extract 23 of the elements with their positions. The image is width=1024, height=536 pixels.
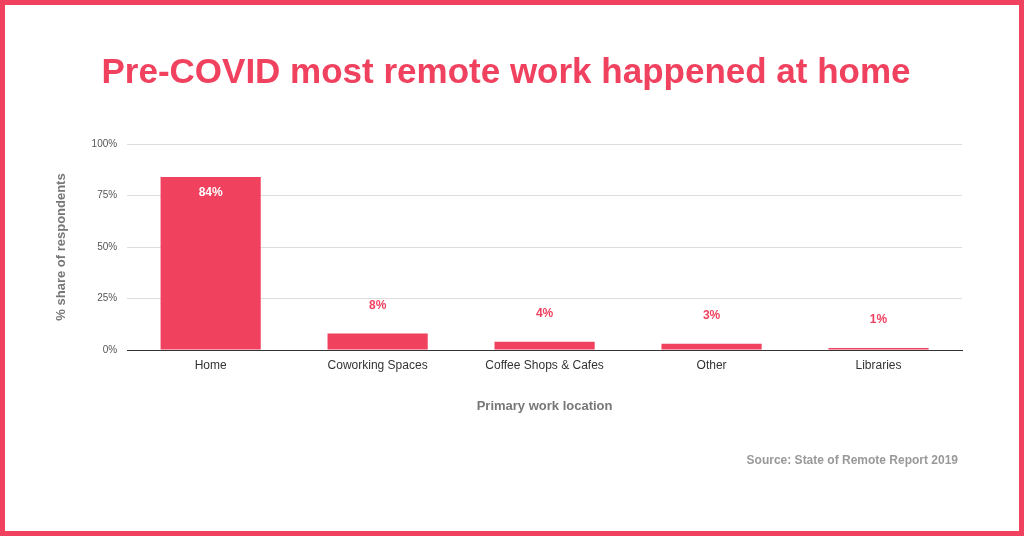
- data-label: 1%: [869, 312, 888, 327]
- bar: [661, 343, 762, 350]
- x-axis-title: Primary work location: [476, 397, 613, 413]
- bar: [327, 333, 428, 350]
- bar: [494, 341, 595, 350]
- x-tick-label: Coworking Spaces: [327, 357, 428, 372]
- bar: [160, 176, 261, 350]
- x-tick-label: Libraries: [855, 357, 902, 372]
- data-label: 84%: [198, 185, 223, 200]
- y-tick-label: 25%: [97, 292, 118, 304]
- x-tick-label: Coffee Shops & Cafes: [485, 357, 604, 372]
- y-tick-label: 75%: [97, 189, 118, 201]
- y-tick-label: 100%: [91, 137, 118, 149]
- x-tick-label: Home: [194, 357, 227, 372]
- x-tick-label: Other: [696, 357, 727, 372]
- data-label: 8%: [368, 297, 387, 312]
- y-tick-label: 0%: [102, 343, 118, 355]
- y-axis-title: % share of respondents: [53, 173, 69, 321]
- data-label: 3%: [702, 308, 721, 323]
- chart-title: Pre-COVID most remote work happened at home: [101, 50, 911, 90]
- y-tick-label: 50%: [97, 240, 118, 252]
- source-note: Source: State of Remote Report 2019: [746, 453, 959, 468]
- data-label: 4%: [535, 306, 554, 321]
